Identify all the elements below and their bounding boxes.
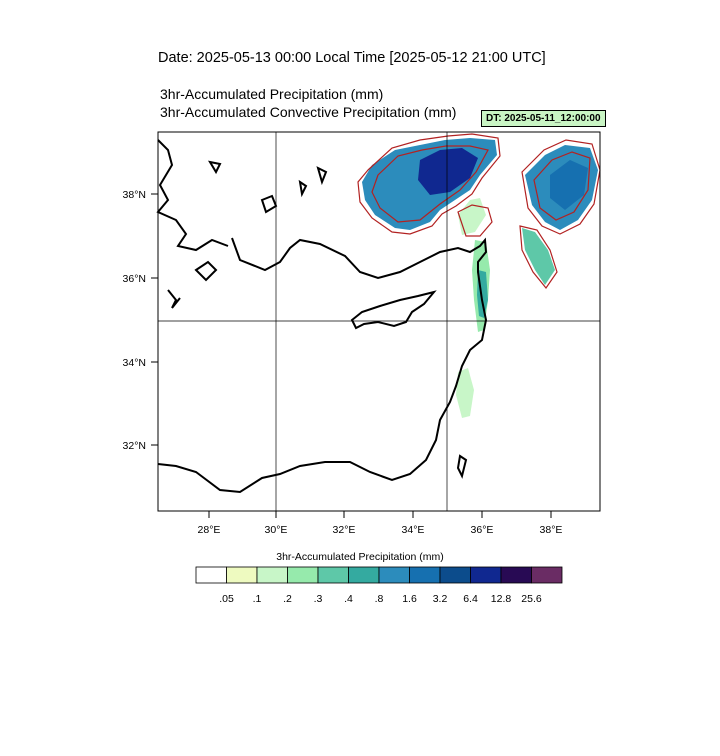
colorbar-labels: .05 .1 .2 .3 .4 .8 1.6 3.2 6.4 12.8 25.6 — [219, 593, 542, 605]
colorbar-swatch — [348, 566, 380, 584]
lat-tick-label: 38°N — [123, 189, 146, 201]
colorbar-label: .1 — [253, 593, 262, 605]
convective-subtitle: 3hr-Accumulated Convective Precipitation… — [160, 104, 457, 120]
colorbar — [195, 566, 563, 584]
colorbar-swatch — [500, 566, 532, 584]
map-frame — [157, 131, 601, 512]
colorbar-title: 3hr-Accumulated Precipitation (mm) — [276, 551, 444, 563]
colorbar-swatch — [439, 566, 471, 584]
coast-turkey-south — [157, 237, 488, 494]
precip-shading — [362, 138, 598, 418]
contour-northeast-inner — [533, 151, 591, 221]
colorbar-swatch — [256, 566, 288, 584]
colorbar-label: .8 — [375, 593, 384, 605]
lon-tick-labels: 28°E 30°E 32°E 34°E 36°E 38°E — [198, 524, 563, 536]
lon-tick-label: 38°E — [540, 524, 563, 536]
colorbar-label: 25.6 — [521, 593, 542, 605]
coast-cyprus — [350, 290, 437, 330]
lon-tick-label: 32°E — [333, 524, 356, 536]
dt-badge: DT: 2025-05-11_12:00:00 — [481, 110, 606, 127]
colorbar-label: .2 — [283, 593, 292, 605]
contour-north — [357, 133, 501, 235]
convective-contours — [357, 133, 601, 290]
precip-core-northeast — [550, 160, 588, 210]
precip-patch-south — [456, 368, 474, 418]
colorbar-label: .3 — [314, 593, 323, 605]
contour-northeast — [521, 139, 601, 235]
coast-rhodes — [194, 260, 218, 282]
lon-tick-label: 28°E — [198, 524, 221, 536]
colorbar-swatch — [287, 566, 319, 584]
lat-tick-label: 34°N — [123, 357, 146, 369]
tick-marks — [151, 193, 552, 518]
contour-east-band — [519, 225, 558, 290]
colorbar-swatch — [470, 566, 502, 584]
colorbar-label: 6.4 — [463, 593, 478, 605]
lat-tick-label: 32°N — [123, 440, 146, 452]
precip-patch-north-light — [458, 198, 486, 235]
colorbar-swatch — [378, 566, 410, 584]
precip-band-east — [522, 228, 555, 285]
contour-center-blob — [457, 204, 493, 237]
colorbar-label: 1.6 — [402, 593, 417, 605]
precip-core-north — [418, 148, 478, 195]
coast-islands — [207, 160, 328, 214]
coast-aegean — [156, 139, 229, 252]
graticule — [158, 132, 600, 511]
lon-tick-label: 30°E — [265, 524, 288, 536]
coast-island-sinai — [456, 454, 468, 479]
colorbar-label: .05 — [219, 593, 234, 605]
lon-tick-label: 34°E — [402, 524, 425, 536]
colorbar-swatch — [531, 566, 563, 584]
precip-subtitle: 3hr-Accumulated Precipitation (mm) — [160, 86, 384, 102]
colorbar-swatch — [195, 566, 227, 584]
colorbar-label: 3.2 — [433, 593, 448, 605]
colorbar-swatch — [409, 566, 441, 584]
colorbar-swatch — [317, 566, 349, 584]
coast-crete-ne — [167, 289, 181, 309]
lat-tick-labels: 38°N 36°N 34°N 32°N — [123, 189, 146, 452]
colorbar-label: .4 — [344, 593, 353, 605]
lon-tick-label: 36°E — [471, 524, 494, 536]
colorbar-swatch — [226, 566, 258, 584]
colorbar-label: 12.8 — [491, 593, 512, 605]
date-title: Date: 2025-05-13 00:00 Local Time [2025-… — [158, 50, 546, 66]
lat-tick-label: 36°N — [123, 273, 146, 285]
contour-north-inner — [371, 145, 489, 223]
